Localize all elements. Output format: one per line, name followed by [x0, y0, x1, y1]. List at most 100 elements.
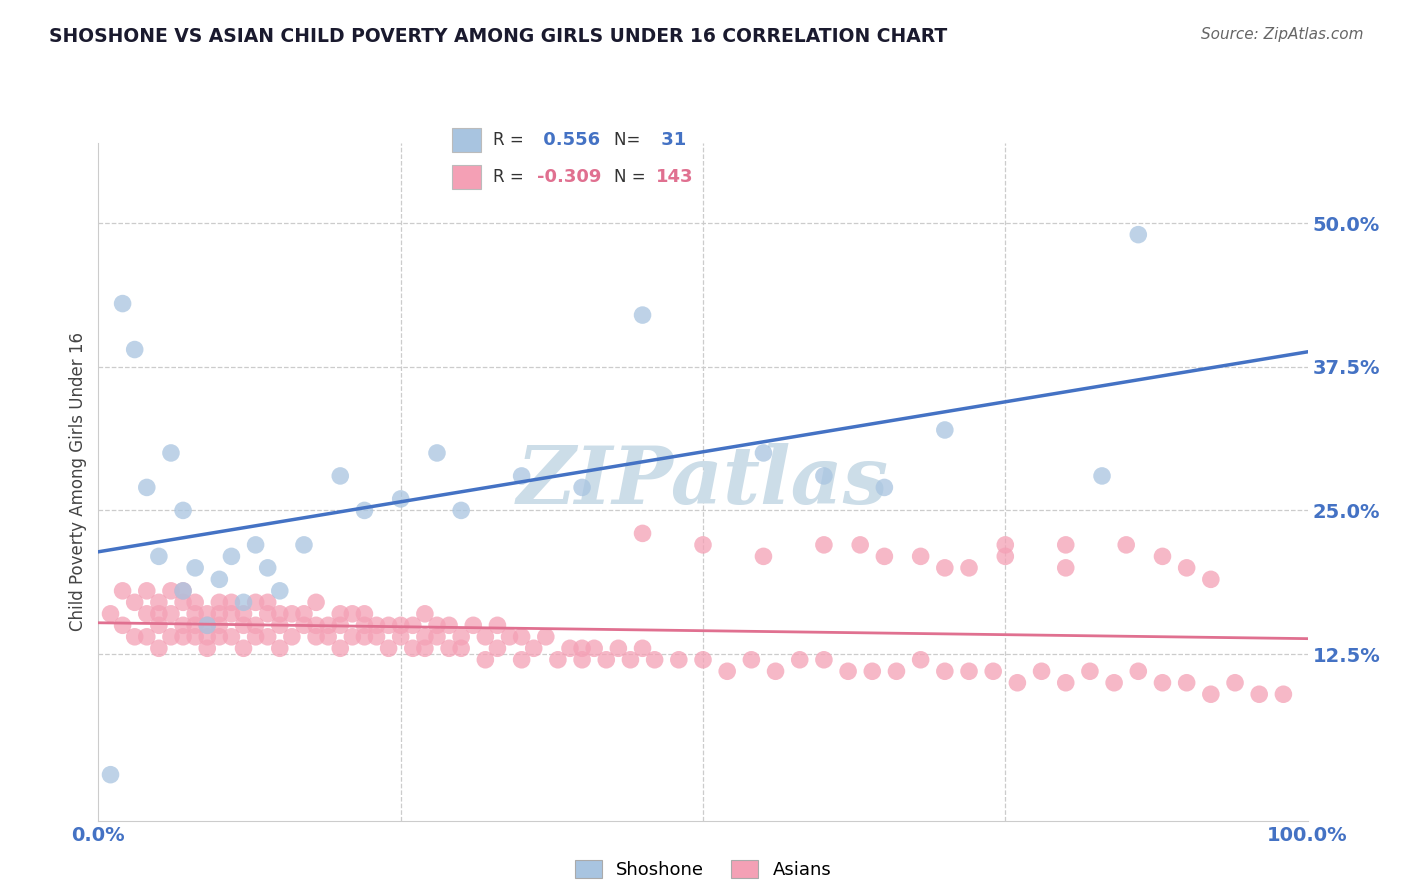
Point	[269, 641, 291, 656]
Point	[1199, 572, 1222, 586]
Point	[232, 641, 254, 656]
Point	[316, 630, 339, 644]
Point	[1054, 538, 1077, 552]
Point	[353, 630, 375, 644]
Point	[886, 665, 908, 679]
Point	[111, 618, 134, 632]
Point	[1115, 538, 1137, 552]
Point	[100, 607, 122, 621]
Point	[281, 607, 304, 621]
Point	[135, 630, 157, 644]
Point	[342, 630, 364, 644]
Point	[1272, 687, 1295, 701]
Point	[305, 630, 328, 644]
Point	[450, 503, 472, 517]
Point	[292, 538, 315, 552]
Point	[329, 469, 352, 483]
Point	[1199, 687, 1222, 701]
Point	[245, 538, 267, 552]
Point	[269, 607, 291, 621]
Point	[124, 595, 146, 609]
Point	[100, 767, 122, 781]
Point	[910, 653, 932, 667]
Point	[221, 607, 243, 621]
Point	[148, 618, 170, 632]
Point	[316, 618, 339, 632]
Point	[619, 653, 641, 667]
Point	[160, 583, 183, 598]
Point	[402, 641, 425, 656]
Point	[571, 653, 593, 667]
Point	[813, 469, 835, 483]
Point	[353, 607, 375, 621]
Point	[413, 641, 436, 656]
Point	[256, 561, 278, 575]
Point	[463, 618, 485, 632]
Point	[329, 618, 352, 632]
Point	[994, 549, 1017, 564]
Point	[245, 595, 267, 609]
Point	[402, 618, 425, 632]
FancyBboxPatch shape	[451, 165, 481, 189]
Point	[631, 526, 654, 541]
Point	[221, 595, 243, 609]
Point	[450, 641, 472, 656]
Point	[172, 583, 194, 598]
Point	[208, 618, 231, 632]
Point	[981, 665, 1004, 679]
Point	[232, 607, 254, 621]
Point	[292, 607, 315, 621]
Point	[292, 618, 315, 632]
Point	[426, 446, 449, 460]
Point	[366, 618, 388, 632]
Point	[498, 630, 520, 644]
Point	[305, 595, 328, 609]
Text: R =: R =	[494, 168, 529, 186]
Point	[510, 653, 533, 667]
Point	[124, 343, 146, 357]
Point	[426, 630, 449, 644]
Point	[389, 491, 412, 506]
Point	[934, 561, 956, 575]
Point	[148, 641, 170, 656]
Text: ZIPatlas: ZIPatlas	[517, 443, 889, 520]
Point	[184, 630, 207, 644]
Point	[534, 630, 557, 644]
Point	[571, 480, 593, 494]
Text: R =: R =	[494, 131, 529, 149]
Point	[1054, 561, 1077, 575]
Point	[474, 653, 496, 667]
Point	[366, 630, 388, 644]
Point	[111, 583, 134, 598]
Point	[873, 480, 896, 494]
Point	[873, 549, 896, 564]
Point	[245, 618, 267, 632]
Point	[523, 641, 546, 656]
Point	[135, 607, 157, 621]
Point	[256, 595, 278, 609]
Point	[849, 538, 872, 552]
Point	[389, 630, 412, 644]
FancyBboxPatch shape	[451, 128, 481, 152]
Point	[160, 630, 183, 644]
Point	[752, 446, 775, 460]
Point	[1223, 675, 1246, 690]
Text: 143: 143	[655, 168, 693, 186]
Point	[510, 469, 533, 483]
Point	[195, 607, 218, 621]
Point	[1175, 561, 1198, 575]
Point	[1054, 675, 1077, 690]
Point	[184, 607, 207, 621]
Point	[486, 618, 509, 632]
Point	[934, 665, 956, 679]
Point	[160, 607, 183, 621]
Point	[450, 630, 472, 644]
Point	[994, 538, 1017, 552]
Point	[692, 653, 714, 667]
Point	[813, 538, 835, 552]
Point	[1128, 227, 1150, 242]
Point	[558, 641, 581, 656]
Point	[934, 423, 956, 437]
Point	[172, 583, 194, 598]
Point	[281, 630, 304, 644]
